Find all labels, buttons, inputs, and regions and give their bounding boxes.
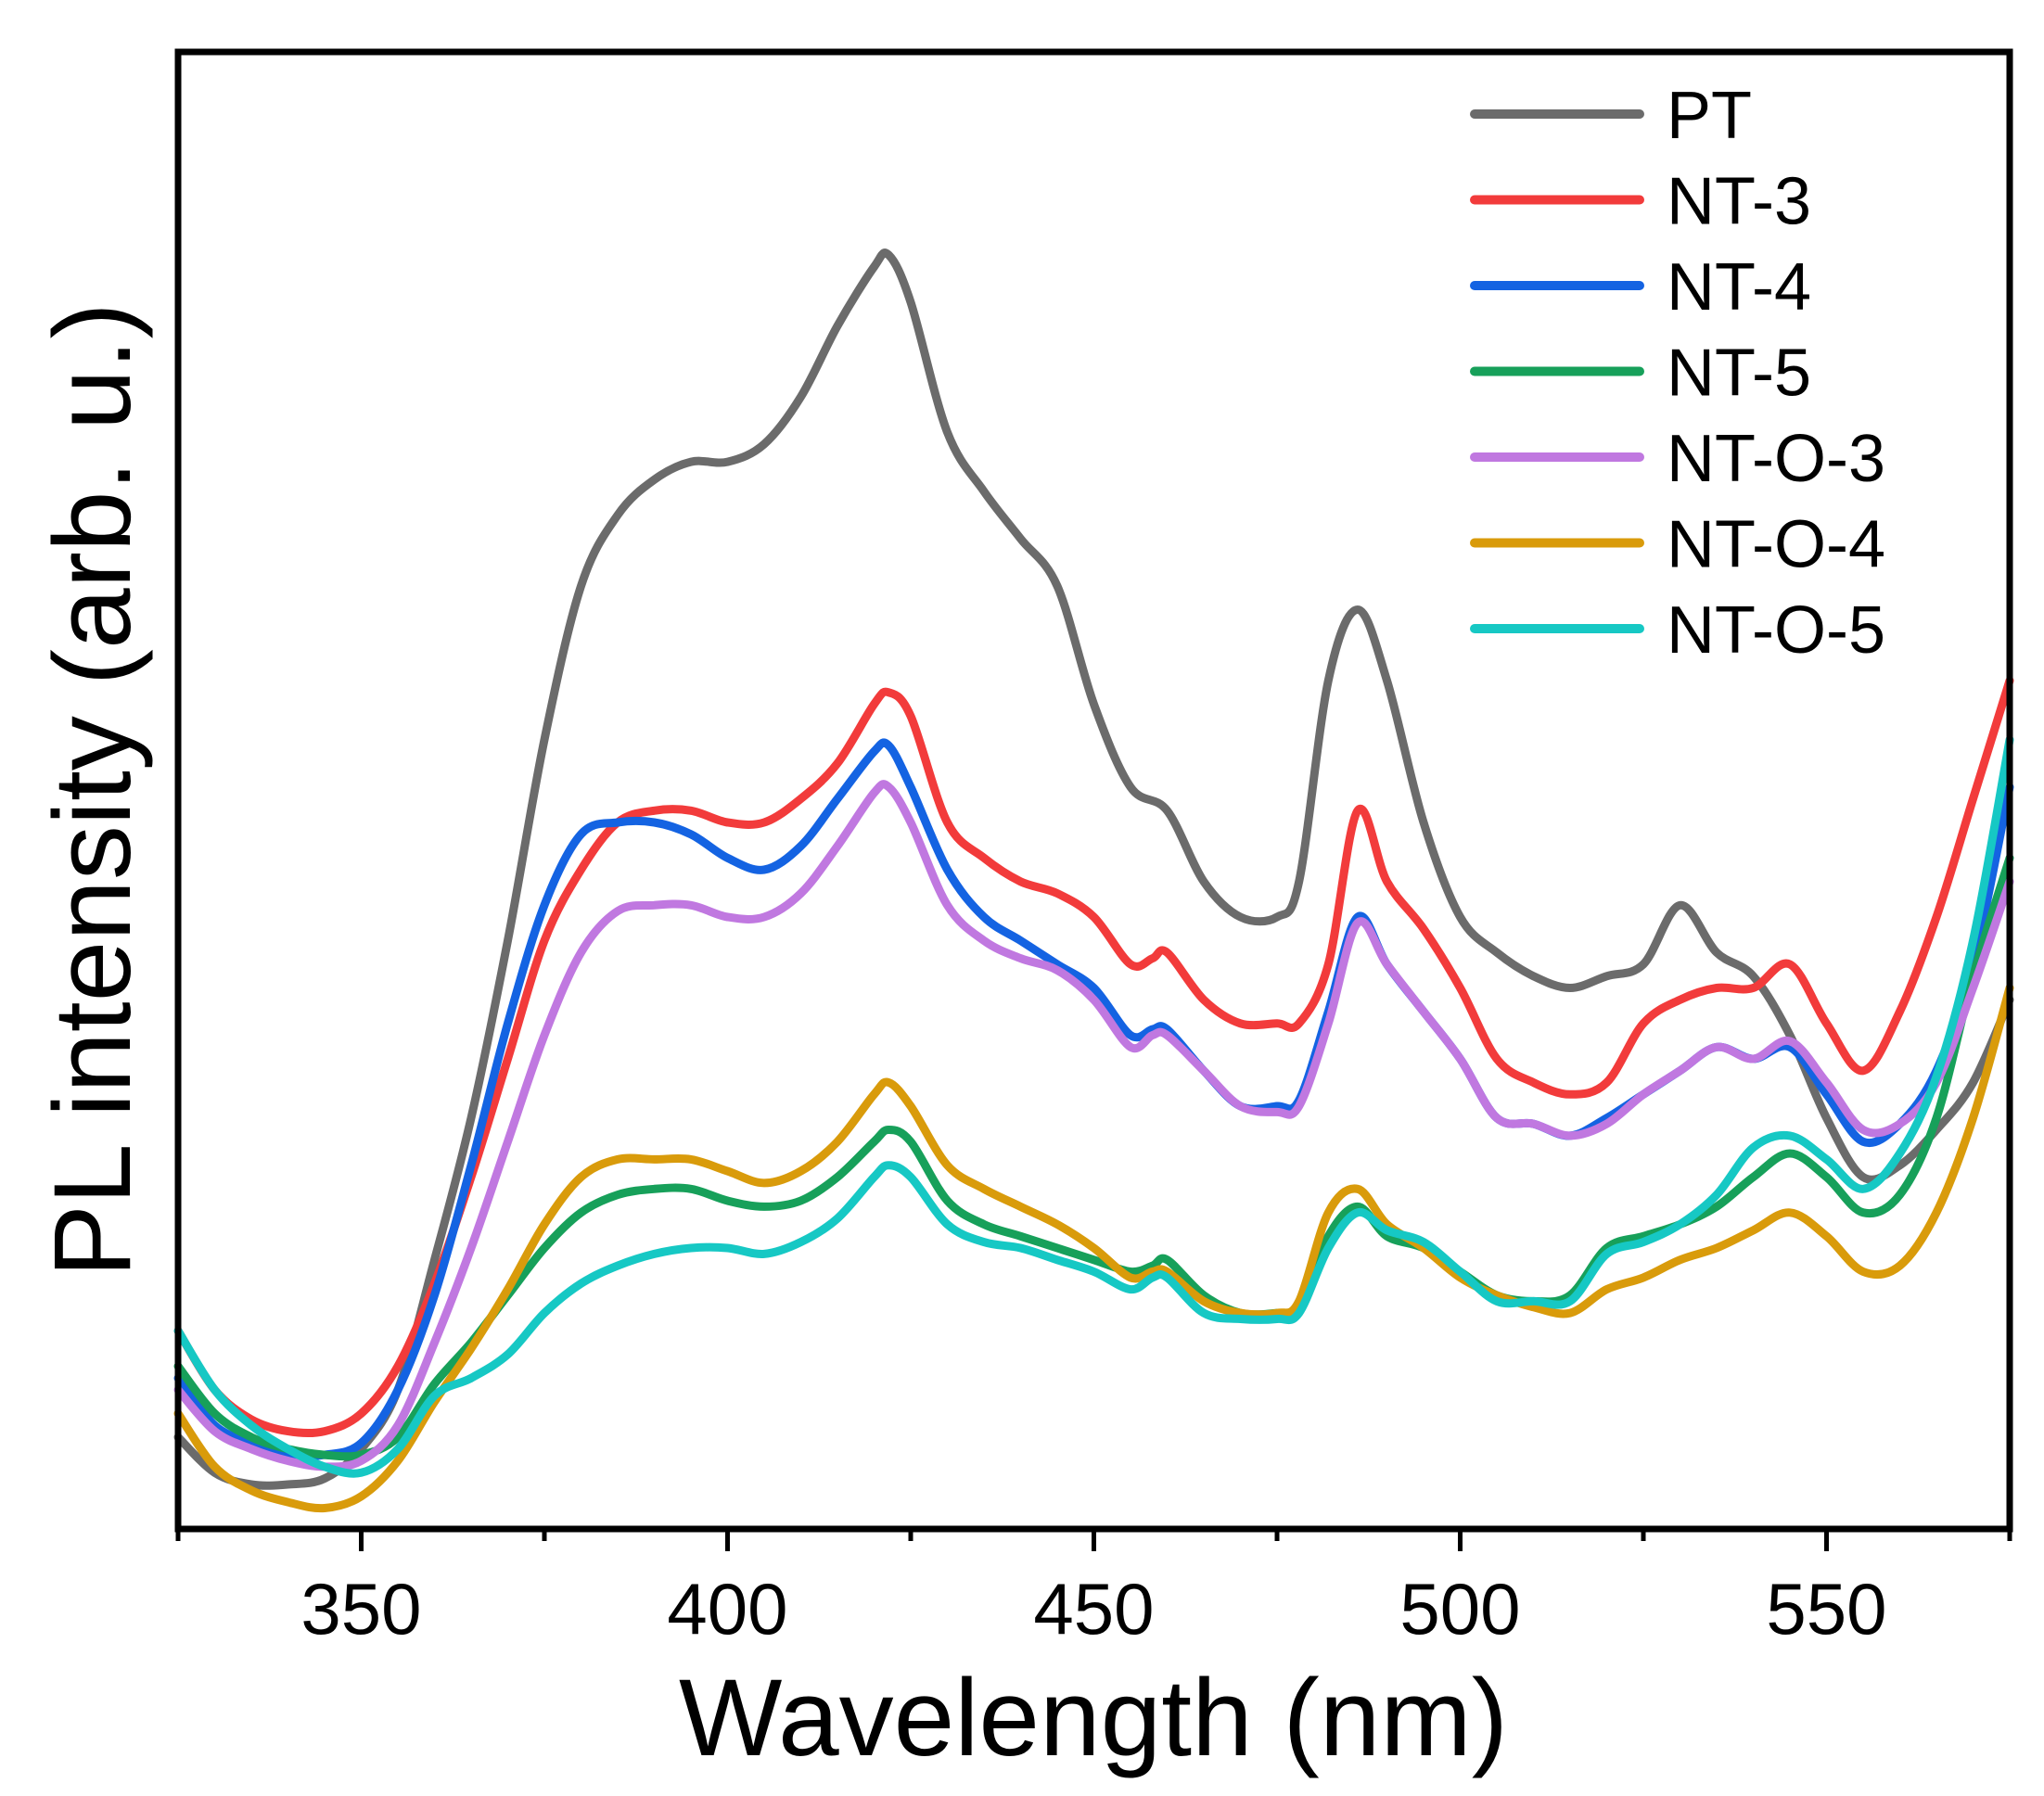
legend-label-nt-3: NT-3 xyxy=(1667,165,1811,239)
x-axis-title: Wavelength (nm) xyxy=(679,1657,1508,1779)
x-tick-label-450: 450 xyxy=(1033,1568,1154,1650)
x-tick-label-400: 400 xyxy=(667,1568,787,1650)
series-line-nt-4 xyxy=(173,738,2014,1461)
x-tick-label-500: 500 xyxy=(1399,1568,1520,1650)
legend-label-nt-o-5: NT-O-5 xyxy=(1667,593,1885,668)
x-axis-ticks: 350 400 450 500 550 xyxy=(175,1529,2012,1650)
legend-label-nt-4: NT-4 xyxy=(1667,250,1811,325)
series-line-pt xyxy=(173,248,2014,1490)
series-line-nt-3 xyxy=(173,676,2014,1438)
series-line-nt-5 xyxy=(173,853,2014,1461)
series-layer xyxy=(173,248,2014,1513)
x-tick-label-550: 550 xyxy=(1766,1568,1886,1650)
legend-label-nt-o-4: NT-O-4 xyxy=(1667,508,1885,582)
y-axis-title: PL intensity (arb. u.) xyxy=(32,302,154,1278)
series-line-nt-o-3 xyxy=(173,780,2014,1471)
legend: PT NT-3 NT-4 NT-5 NT-O-3 NT-O-4 NT-O-5 xyxy=(1470,79,1885,668)
legend-label-nt-5: NT-5 xyxy=(1667,337,1811,411)
x-tick-label-350: 350 xyxy=(300,1568,421,1650)
legend-label-nt-o-3: NT-O-3 xyxy=(1667,422,1885,496)
series-line-nt-o-4 xyxy=(173,984,2014,1513)
series-line-nt-o-5 xyxy=(173,735,2014,1478)
legend-label-pt: PT xyxy=(1667,79,1752,153)
